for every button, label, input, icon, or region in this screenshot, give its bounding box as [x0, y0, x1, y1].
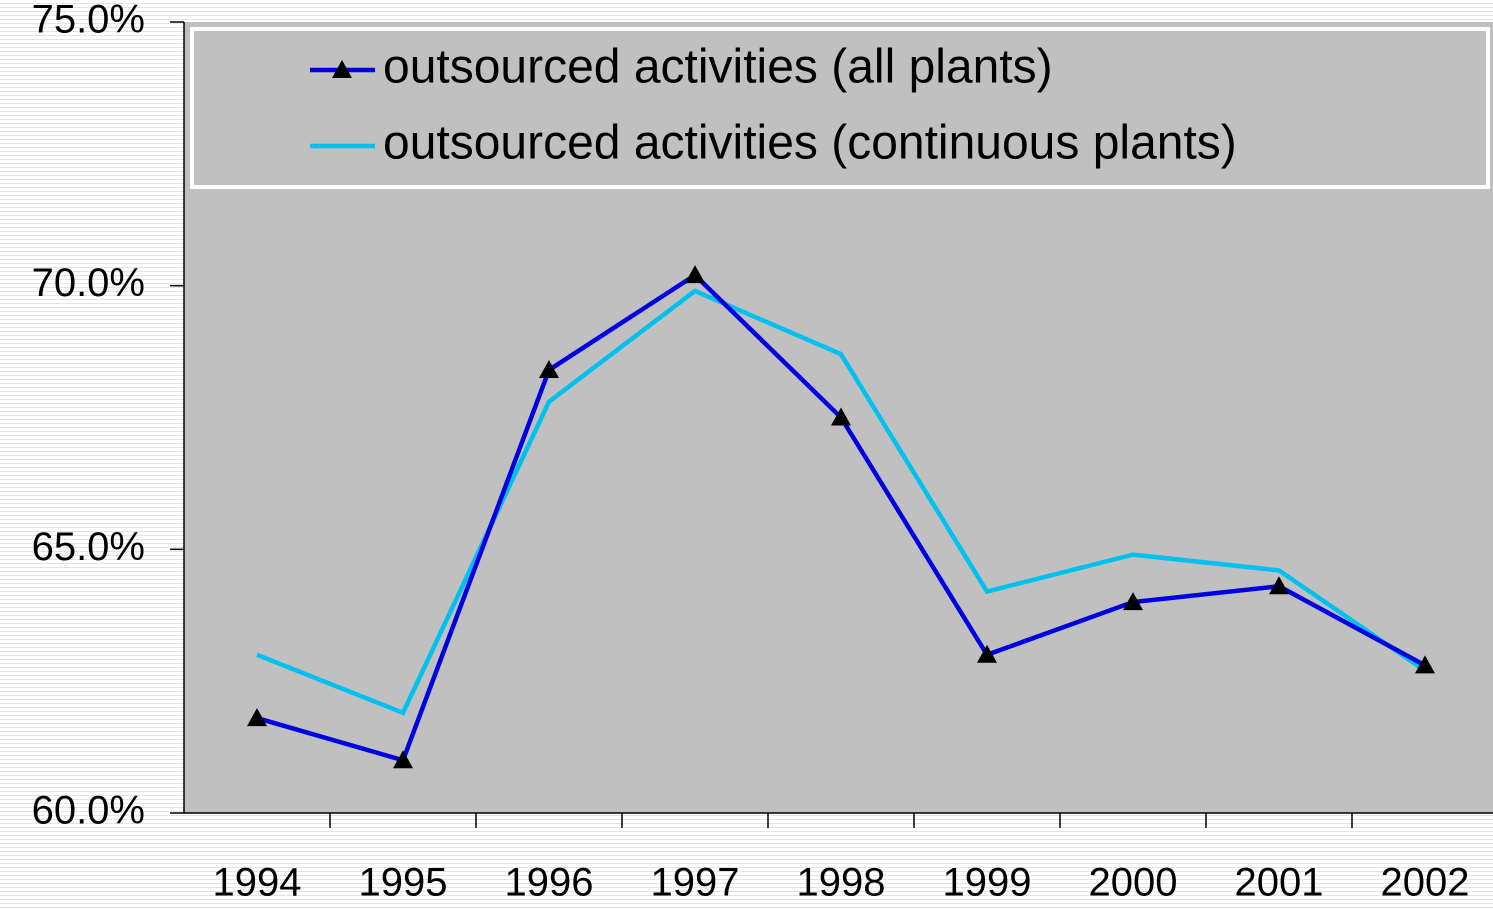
legend-box [190, 27, 1490, 189]
x-tick-label: 1998 [797, 861, 886, 905]
y-tick-label: 60.0% [32, 789, 145, 833]
legend-marker [332, 60, 352, 78]
marker [247, 708, 267, 727]
y-tick-label: 65.0% [32, 525, 145, 569]
series-line [256, 288, 1427, 716]
x-tick-label: 1995 [359, 861, 448, 905]
marker [831, 407, 851, 426]
marker [685, 265, 705, 284]
marker [977, 644, 997, 663]
marker [1269, 576, 1289, 595]
x-tick-label: 2000 [1089, 861, 1178, 905]
x-tick-label: 1996 [505, 861, 594, 905]
y-tick-label: 75.0% [32, 0, 145, 42]
y-tick-label: 70.0% [32, 261, 145, 305]
x-tick-label: 2001 [1235, 861, 1324, 905]
marker [1123, 592, 1143, 611]
marker [393, 750, 413, 769]
x-tick-label: 2002 [1381, 861, 1470, 905]
marker [539, 360, 559, 379]
x-tick-label: 1999 [943, 861, 1032, 905]
marker [1415, 655, 1435, 674]
legend-label: outsourced activities (all plants) [383, 41, 1053, 94]
x-tick-label: 1997 [651, 861, 740, 905]
legend-label: outsourced activities (continuous plants… [383, 117, 1237, 170]
x-tick-label: 1994 [213, 861, 302, 905]
